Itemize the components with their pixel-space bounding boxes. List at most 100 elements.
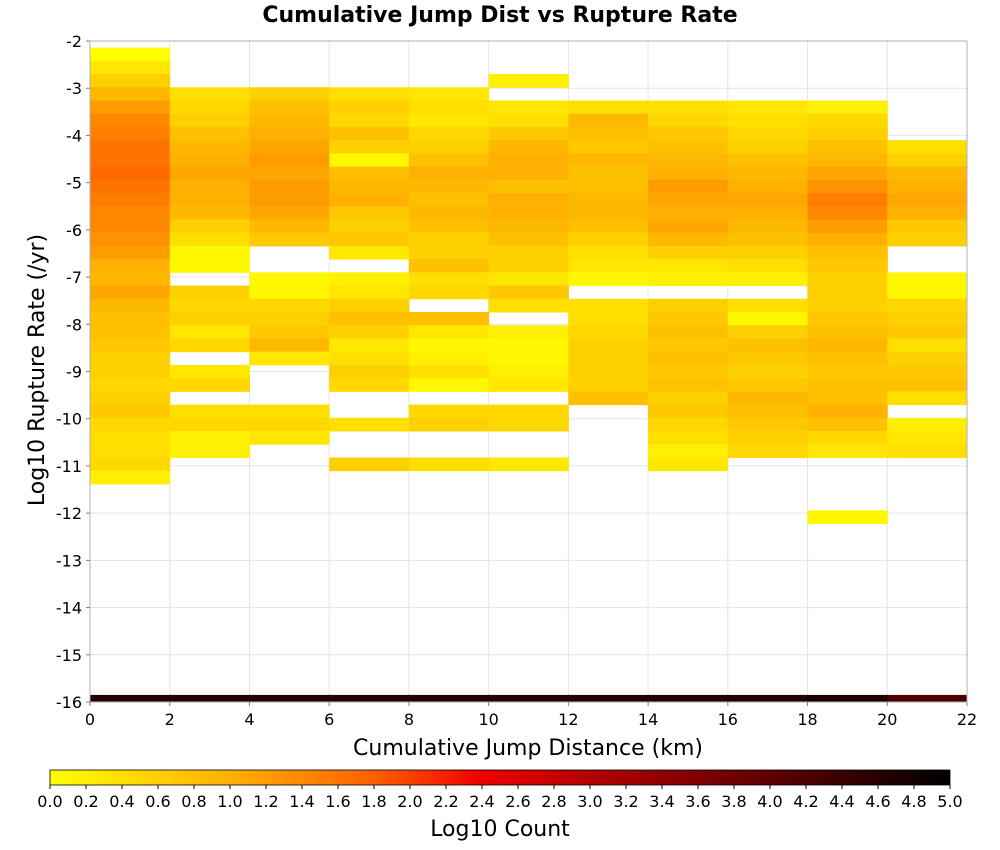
- heatmap-cell: [408, 232, 490, 247]
- colorbar-tick-label: 1.0: [217, 792, 242, 811]
- heatmap-cell: [727, 245, 809, 260]
- heatmap-cell: [807, 272, 888, 287]
- heatmap-cell: [90, 245, 171, 260]
- heatmap-cell: [568, 166, 649, 181]
- y-tick-label: -9: [66, 363, 82, 382]
- heatmap-cell: [727, 364, 809, 379]
- heatmap-cell: [169, 298, 250, 313]
- heatmap-cell: [408, 404, 490, 419]
- colorbar-label: Log10 Count: [430, 817, 570, 842]
- heatmap-cell: [329, 245, 410, 260]
- x-tick-label: 4: [244, 710, 254, 729]
- heatmap-cell: [568, 259, 649, 273]
- heatmap-cell: [648, 351, 729, 366]
- heatmap-cell: [887, 140, 968, 154]
- heatmap-cell: [648, 378, 729, 392]
- y-tick-label: -7: [66, 268, 82, 287]
- heatmap-cell: [568, 100, 649, 115]
- heatmap-cell: [169, 232, 250, 247]
- heatmap-cell: [329, 166, 410, 181]
- x-tick-label: 20: [877, 710, 897, 729]
- heatmap-cell: [727, 140, 809, 154]
- heatmap-cell: [90, 285, 171, 300]
- heatmap-cell: [488, 259, 569, 273]
- heatmap-cell: [169, 140, 250, 154]
- heatmap-cell: [90, 87, 171, 101]
- y-tick-label: -4: [66, 126, 82, 145]
- heatmap-cell: [488, 193, 569, 207]
- heatmap-cell: [90, 193, 171, 207]
- heatmap-cell: [887, 430, 968, 445]
- heatmap-cell: [329, 298, 410, 313]
- heatmap-cell: [648, 100, 729, 115]
- colorbar-tick-label: 4.0: [757, 792, 782, 811]
- colorbar-tick-label: 0.4: [109, 792, 134, 811]
- heatmap-cell: [807, 378, 888, 392]
- heatmap-cell: [727, 259, 809, 273]
- heatmap-cell: [568, 391, 649, 406]
- heatmap-cell: [648, 259, 729, 273]
- y-axis-ticks: -2 -3 -4 -5 -6 -7 -8 -9 -10 -11 -12 -13 -14 -15 -16: [56, 32, 90, 712]
- heatmap-cell-bottom-row: [568, 694, 649, 702]
- heatmap-cell: [727, 404, 809, 419]
- heatmap-cell: [408, 126, 490, 141]
- heatmap-cell: [568, 206, 649, 220]
- heatmap-cell: [408, 87, 490, 101]
- heatmap-cell: [329, 232, 410, 247]
- heatmap-cell: [169, 100, 250, 115]
- heatmap-cell: [249, 272, 330, 287]
- heatmap-cell: [488, 126, 569, 141]
- heatmap-cell: [90, 60, 171, 75]
- heatmap-cell: [329, 417, 410, 432]
- heatmap-cell: [648, 457, 729, 472]
- heatmap-cell: [90, 166, 171, 181]
- heatmap-cell: [249, 193, 330, 207]
- heatmap-cell: [488, 364, 569, 379]
- heatmap-cell: [807, 404, 888, 419]
- heatmap-cell: [169, 153, 250, 168]
- heatmap-cell: [408, 140, 490, 154]
- heatmap-cell: [488, 232, 569, 247]
- heatmap-cell: [488, 113, 569, 128]
- heatmap-cell: [408, 272, 490, 287]
- heatmap-cell: [807, 126, 888, 141]
- heatmap-cell: [249, 166, 330, 181]
- heatmap-cell: [807, 245, 888, 260]
- heatmap-cell: [727, 298, 809, 313]
- y-tick-label: -8: [66, 315, 82, 334]
- x-tick-label: 2: [165, 710, 175, 729]
- heatmap-cell: [648, 153, 729, 168]
- heatmap-cell: [408, 245, 490, 260]
- heatmap-cell: [807, 338, 888, 353]
- heatmap-cell: [807, 430, 888, 445]
- heatmap-cell: [488, 206, 569, 220]
- heatmap-cells: [90, 47, 968, 702]
- x-tick-label: 18: [797, 710, 817, 729]
- heatmap-cell: [249, 206, 330, 220]
- heatmap-cell: [169, 219, 250, 234]
- y-tick-label: -12: [56, 504, 82, 523]
- heatmap-cell: [408, 325, 490, 339]
- colorbar-tick-label: 4.8: [901, 792, 926, 811]
- heatmap-cell: [648, 245, 729, 260]
- heatmap-cell: [329, 378, 410, 392]
- heatmap-cell: [727, 351, 809, 366]
- y-tick-label: -5: [66, 174, 82, 193]
- heatmap-cell: [887, 166, 968, 181]
- heatmap-cell: [169, 364, 250, 379]
- heatmap-cell: [408, 166, 490, 181]
- heatmap-cell: [648, 126, 729, 141]
- y-tick-label: -3: [66, 79, 82, 98]
- heatmap-cell: [648, 193, 729, 207]
- heatmap-cell: [329, 140, 410, 154]
- heatmap-cell: [249, 285, 330, 300]
- heatmap-cell: [727, 312, 809, 326]
- heatmap-cell: [488, 245, 569, 260]
- heatmap-cell: [169, 126, 250, 141]
- heatmap-cell: [807, 179, 888, 194]
- heatmap-cell: [90, 417, 171, 432]
- heatmap-cell: [90, 444, 171, 458]
- heatmap-cell: [169, 113, 250, 128]
- heatmap-cell: [568, 351, 649, 366]
- heatmap-cell: [648, 206, 729, 220]
